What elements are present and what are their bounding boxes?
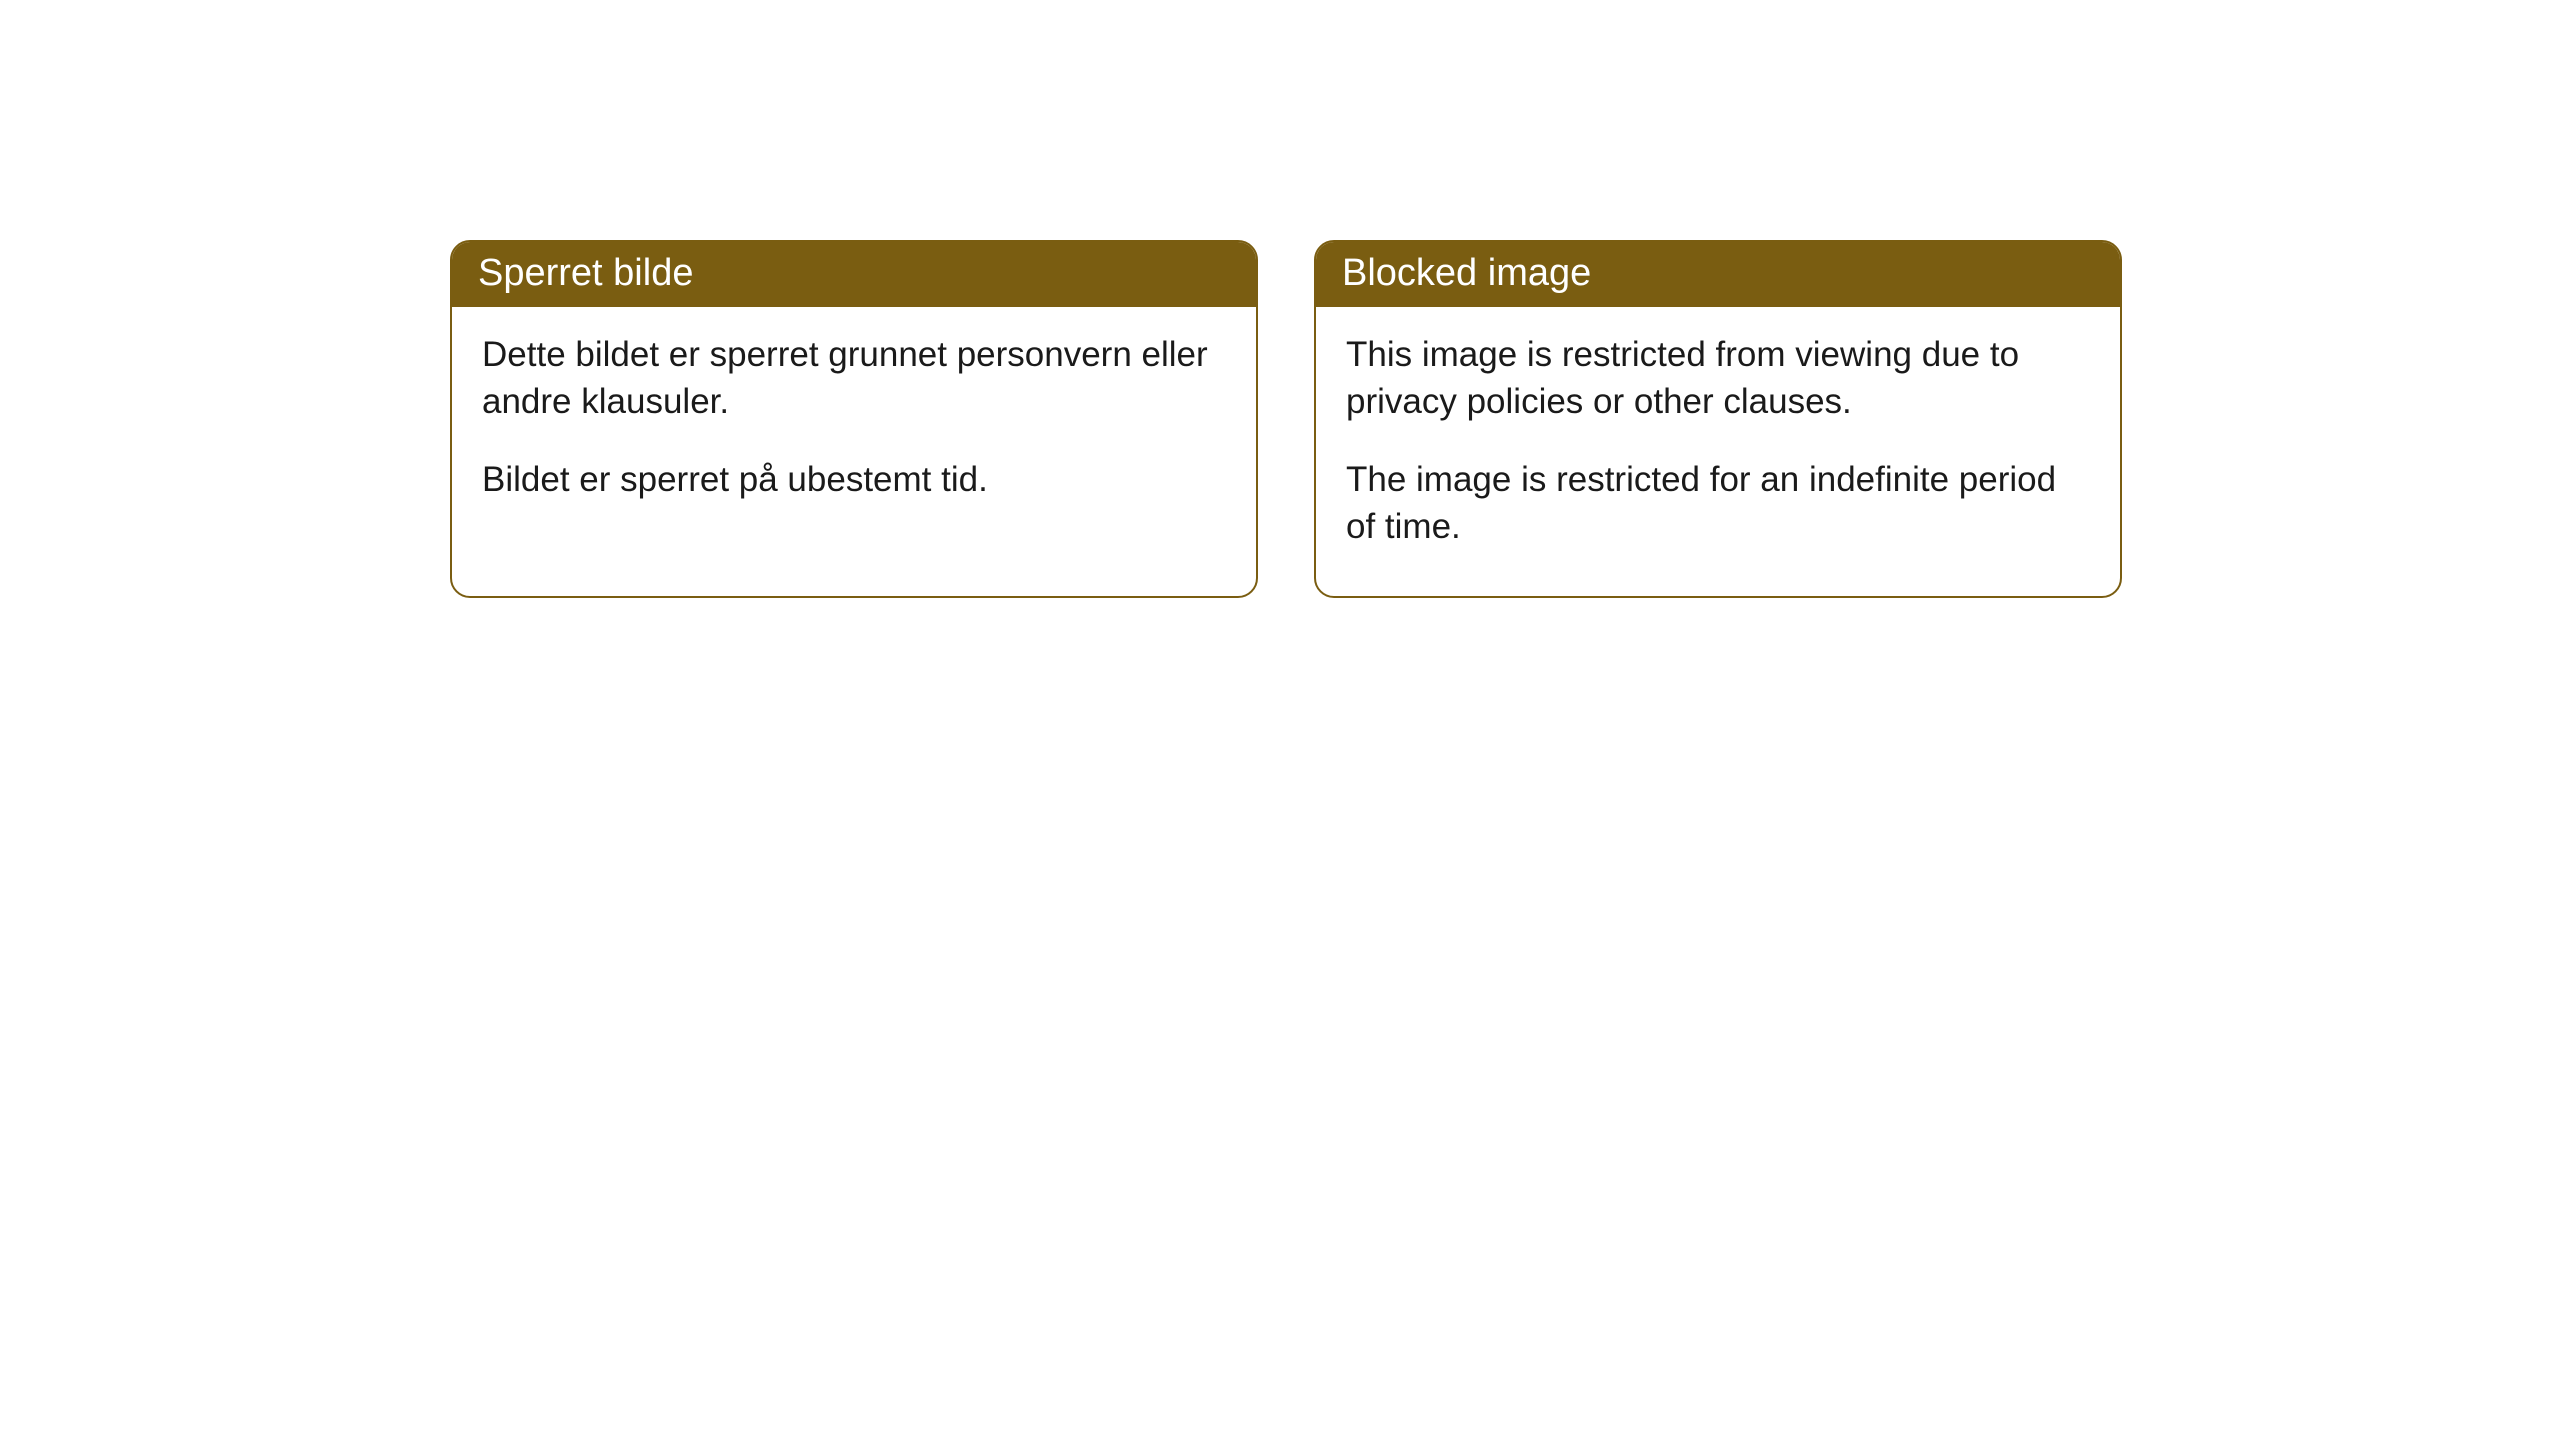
card-paragraph-1-no: Dette bildet er sperret grunnet personve… — [482, 331, 1226, 426]
card-paragraph-2-no: Bildet er sperret på ubestemt tid. — [482, 456, 1226, 503]
card-paragraph-1-en: This image is restricted from viewing du… — [1346, 331, 2090, 426]
card-header-no: Sperret bilde — [452, 242, 1256, 307]
card-body-no: Dette bildet er sperret grunnet personve… — [452, 307, 1256, 549]
card-header-en: Blocked image — [1316, 242, 2120, 307]
cards-container: Sperret bilde Dette bildet er sperret gr… — [450, 240, 2122, 598]
card-paragraph-2-en: The image is restricted for an indefinit… — [1346, 456, 2090, 551]
card-body-en: This image is restricted from viewing du… — [1316, 307, 2120, 596]
blocked-image-card-no: Sperret bilde Dette bildet er sperret gr… — [450, 240, 1258, 598]
blocked-image-card-en: Blocked image This image is restricted f… — [1314, 240, 2122, 598]
